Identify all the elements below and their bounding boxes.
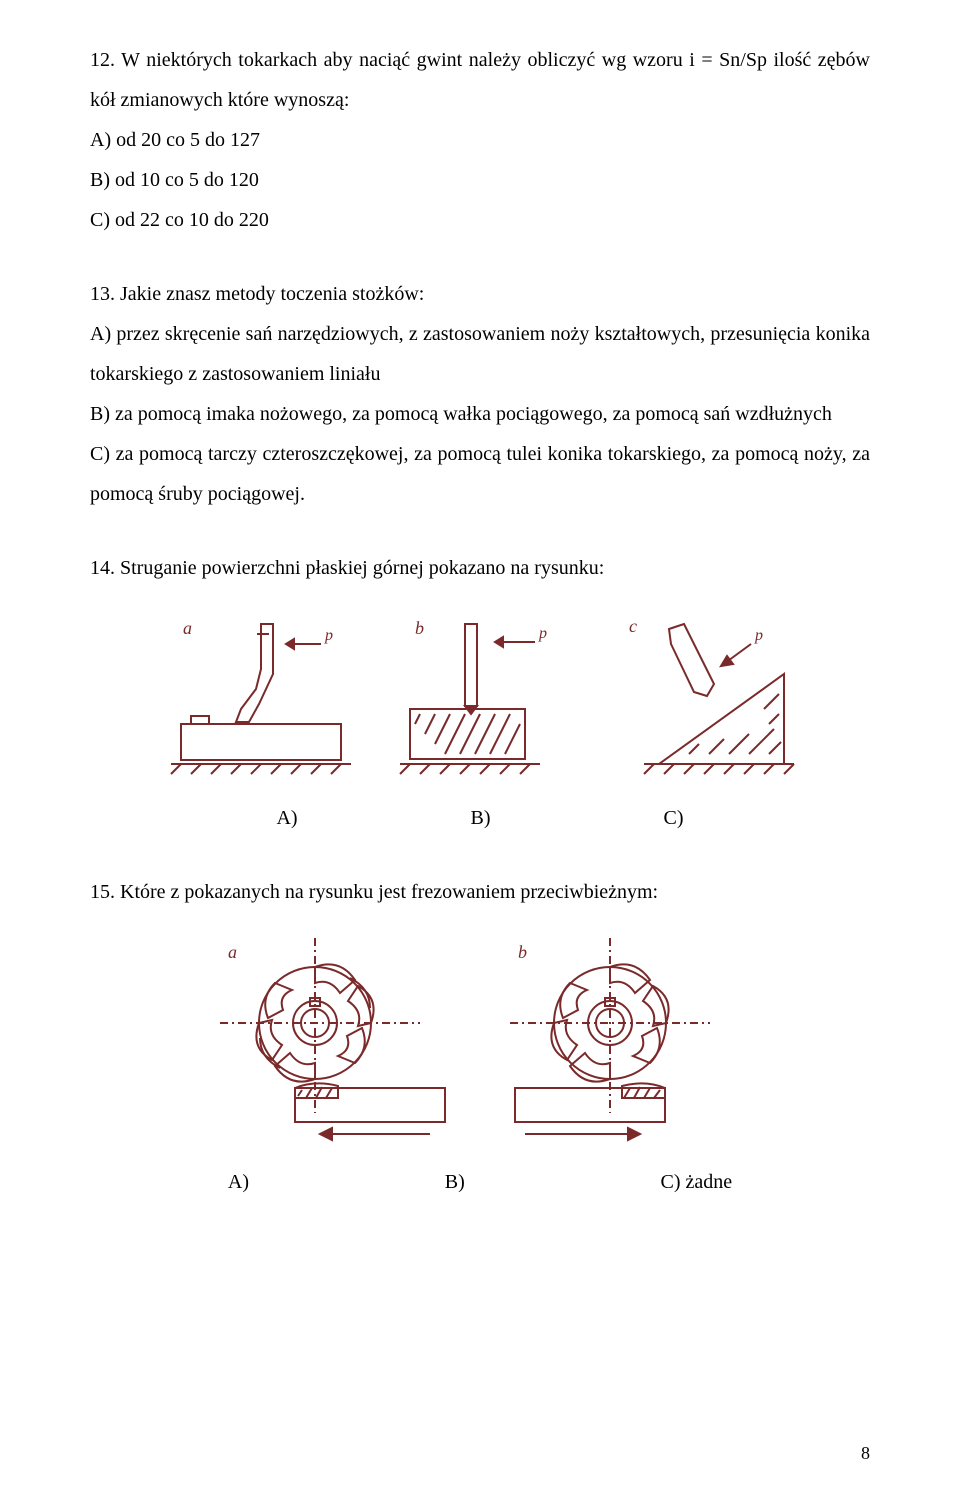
figure-14a-icon: a p [161,614,361,784]
question-12-opt-b: B) od 10 co 5 do 120 [90,160,870,200]
figure-15a-icon: a [220,938,450,1148]
svg-text:p: p [538,625,547,642]
figure-14-row: a p [90,614,870,784]
question-12-text: 12. W niektórych tokarkach aby naciąć gw… [90,40,870,120]
svg-text:c: c [629,616,637,636]
question-13: 13. Jakie znasz metody toczenia stożków:… [90,274,870,514]
figure-15-label-c: C) żadne [660,1162,732,1202]
question-13-opt-c: C) za pomocą tarczy czteroszczękowej, za… [90,434,870,514]
figure-14-labels: A) B) C) [90,798,870,838]
question-15-text: 15. Które z pokazanych na rysunku jest f… [90,872,870,912]
figure-15-label-b: B) [445,1162,465,1202]
svg-text:a: a [228,942,237,962]
figure-14b-icon: b p [385,614,575,784]
question-13-text: 13. Jakie znasz metody toczenia stożków: [90,274,870,314]
svg-text:p: p [754,627,763,644]
question-13-opt-a: A) przez skręcenie sań narzędziowych, z … [90,314,870,394]
figure-14c-icon: c p [599,614,799,784]
figure-15-row: a [90,938,870,1148]
figure-15b-icon: b [510,938,740,1148]
figure-14-label-c: C) [663,798,683,838]
question-12-opt-c: C) od 22 co 10 do 220 [90,200,870,240]
figure-14-label-b: B) [471,798,491,838]
question-13-opt-b: B) za pomocą imaka nożowego, za pomocą w… [90,394,870,434]
svg-text:b: b [415,618,424,638]
question-15: 15. Które z pokazanych na rysunku jest f… [90,872,870,1202]
svg-text:a: a [183,618,192,638]
figure-15-labels: A) B) C) żadne [90,1162,870,1202]
svg-text:b: b [518,942,527,962]
question-12-opt-a: A) od 20 co 5 do 127 [90,120,870,160]
page-number: 8 [861,1443,870,1464]
question-14: 14. Struganie powierzchni płaskiej górne… [90,548,870,838]
figure-14-label-a: A) [276,798,297,838]
svg-text:p: p [324,627,333,644]
question-14-text: 14. Struganie powierzchni płaskiej górne… [90,548,870,588]
question-12: 12. W niektórych tokarkach aby naciąć gw… [90,40,870,240]
figure-15-label-a: A) [228,1162,249,1202]
